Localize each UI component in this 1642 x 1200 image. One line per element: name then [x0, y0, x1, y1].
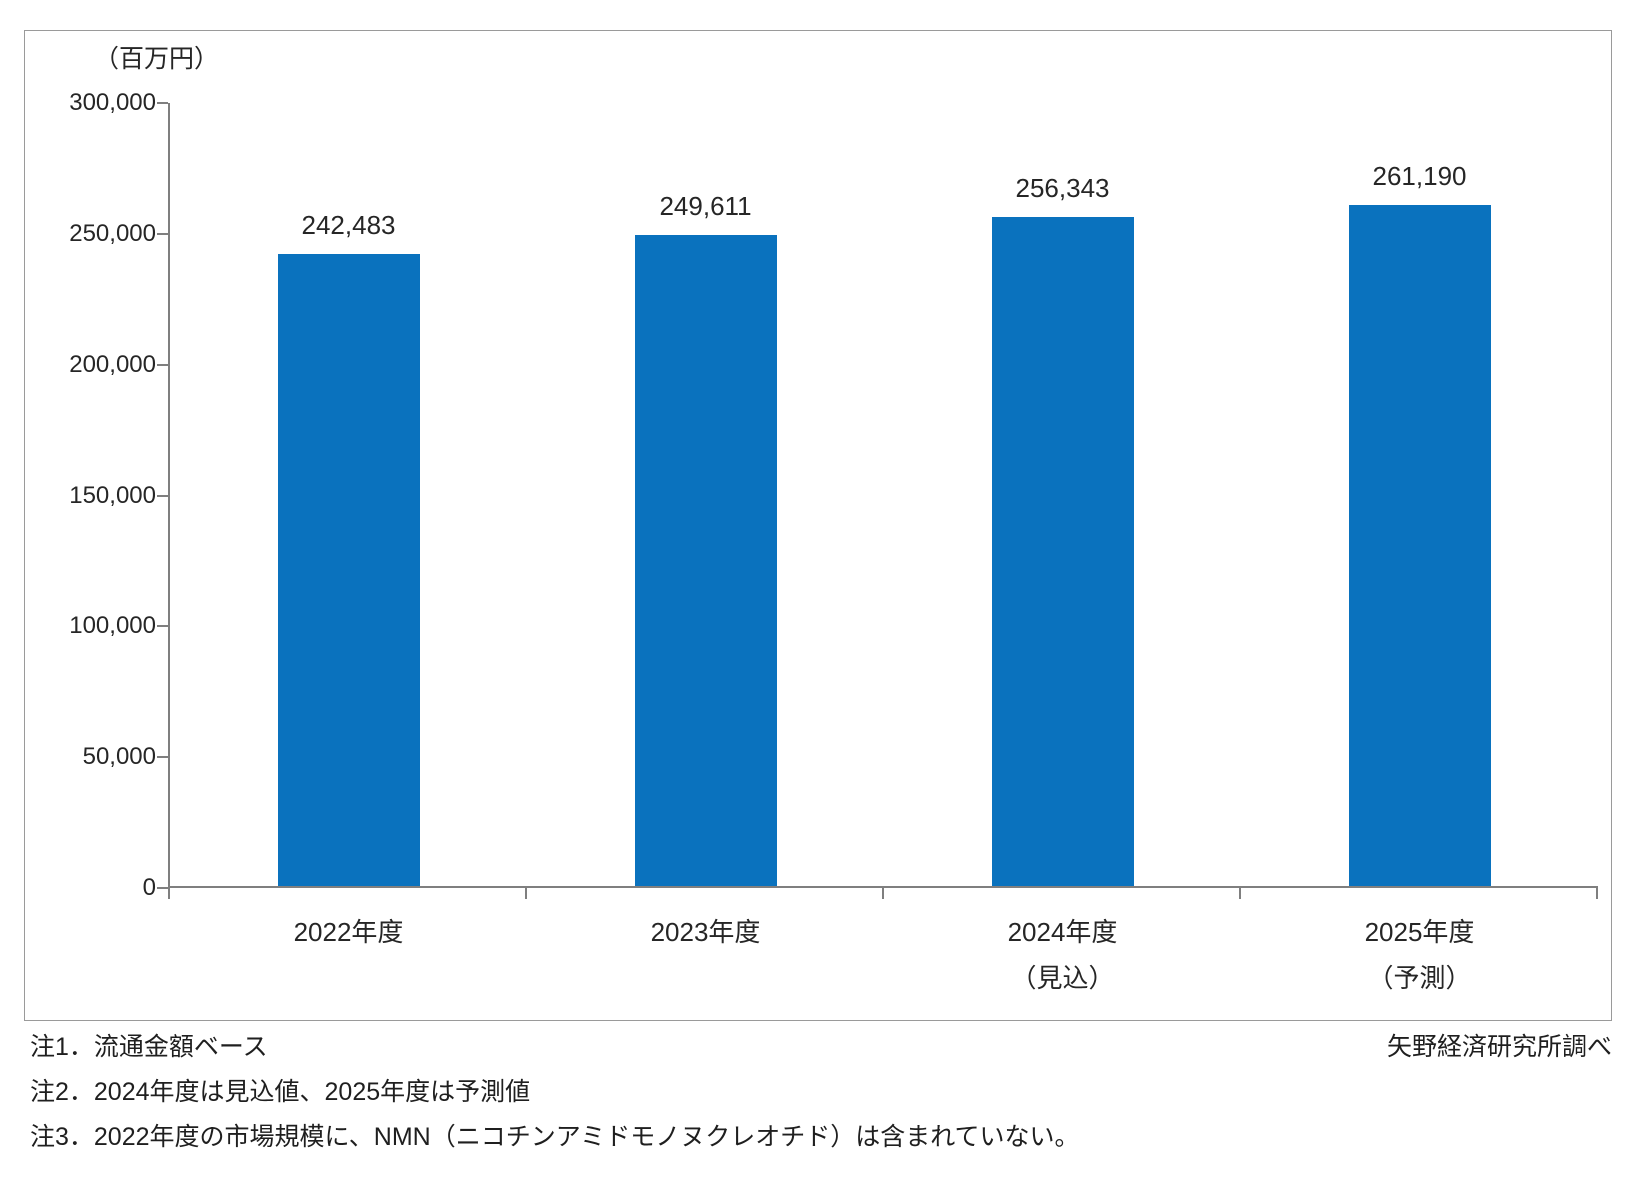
note-2: 注2．2024年度は見込値、2025年度は予測値 — [30, 1078, 531, 1106]
chart-frame — [24, 30, 1612, 1021]
source-credit: 矢野経済研究所調べ — [1386, 1033, 1612, 1061]
note-3: 注3．2022年度の市場規模に、NMN（ニコチンアミドモノヌクレオチド）は含まれ… — [30, 1123, 1080, 1151]
y-axis-unit-label: （百万円） — [94, 45, 220, 73]
note-1: 注1．流通金額ベース — [30, 1033, 268, 1061]
